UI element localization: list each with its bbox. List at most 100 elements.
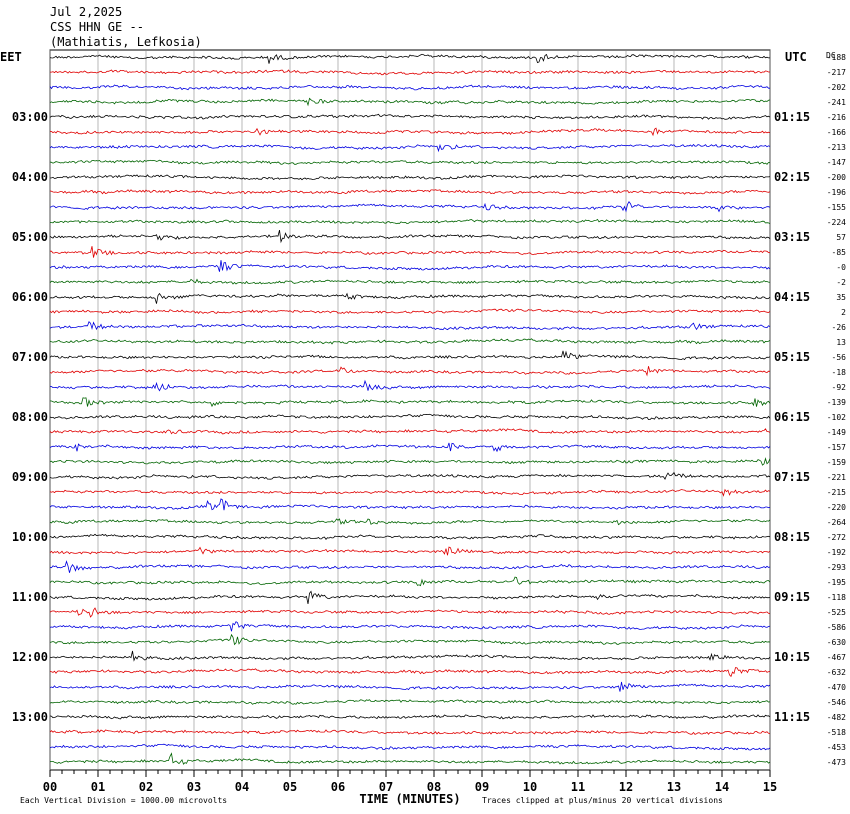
x-axis-label: TIME (MINUTES) [359, 792, 460, 806]
dc-offset: -118 [827, 593, 846, 602]
station: CSS HHN GE -- [50, 20, 144, 34]
left-zone: EET [0, 50, 22, 64]
x-tick-label: 04 [235, 780, 249, 794]
dc-offset: -149 [827, 428, 846, 437]
trace [49, 699, 771, 705]
trace [49, 278, 771, 285]
x-tick-label: 14 [715, 780, 729, 794]
trace [49, 200, 771, 213]
trace [49, 442, 771, 453]
right-time: 10:15 [774, 650, 810, 664]
location: (Mathiatis, Lefkosia) [50, 35, 202, 49]
x-tick-label: 03 [187, 780, 201, 794]
trace [49, 413, 771, 420]
dc-offset: -195 [827, 578, 846, 587]
left-time: 08:00 [12, 410, 48, 424]
trace [49, 379, 771, 392]
dc-offset: -586 [827, 623, 846, 632]
dc-offset: -473 [827, 758, 846, 767]
dc-offset: -147 [827, 158, 846, 167]
trace [49, 650, 771, 662]
left-time: 04:00 [12, 170, 48, 184]
dc-offset: -525 [827, 608, 846, 617]
right-zone: UTC [785, 50, 807, 64]
trace [49, 397, 771, 408]
left-time: 03:00 [12, 110, 48, 124]
right-time: 04:15 [774, 290, 810, 304]
trace [49, 743, 771, 751]
dc-offset: -2 [836, 278, 846, 287]
trace [50, 218, 771, 225]
right-time: 11:15 [774, 710, 810, 724]
dc-offset: -213 [827, 143, 846, 152]
trace [50, 246, 771, 258]
trace [49, 84, 770, 91]
dc-offset: -632 [827, 668, 846, 677]
dc-offset: -155 [827, 203, 846, 212]
trace [49, 320, 771, 331]
dc-offset: -215 [827, 488, 846, 497]
dc-offset: 57 [836, 233, 846, 242]
trace [49, 590, 771, 604]
left-time: 07:00 [12, 350, 48, 364]
trace [49, 533, 771, 540]
trace [49, 457, 771, 466]
dc-offset: -166 [827, 128, 846, 137]
trace [49, 621, 771, 632]
right-time: 06:15 [774, 410, 810, 424]
trace [49, 518, 771, 526]
trace [49, 498, 771, 511]
left-time: 10:00 [12, 530, 48, 544]
x-tick-label: 01 [91, 780, 105, 794]
dc-offset: 2 [841, 308, 846, 317]
dc-offset: -56 [832, 353, 847, 362]
dc-offset: -188 [827, 53, 846, 62]
plot-frame [49, 49, 771, 771]
right-time: 02:15 [774, 170, 810, 184]
dc-offset: -470 [827, 683, 846, 692]
dc-offset: -630 [827, 638, 846, 647]
dc-offset: -546 [827, 698, 846, 707]
dc-offset: -192 [827, 548, 846, 557]
x-tick-label: 07 [379, 780, 393, 794]
x-tick-label: 08 [427, 780, 441, 794]
dc-offset: 13 [836, 338, 846, 347]
dc-offset: -85 [832, 248, 847, 257]
left-time: 12:00 [12, 650, 48, 664]
trace [49, 488, 771, 497]
dc-offset: -518 [827, 728, 846, 737]
dc-offset: -467 [827, 653, 846, 662]
dc-offset: -216 [827, 113, 846, 122]
trace [49, 633, 771, 646]
trace [49, 428, 771, 435]
left-time: 11:00 [12, 590, 48, 604]
dc-offset: -220 [827, 503, 846, 512]
dc-offset: -92 [832, 383, 847, 392]
right-time: 09:15 [774, 590, 810, 604]
left-time: 13:00 [12, 710, 48, 724]
trace [49, 143, 771, 153]
dc-offset: -157 [827, 443, 846, 452]
right-time: 05:15 [774, 350, 810, 364]
x-tick-label: 15 [763, 780, 777, 794]
trace [49, 350, 771, 361]
clip-note: Traces clipped at plus/minus 20 vertical… [482, 796, 723, 805]
dc-offset: -159 [827, 458, 846, 467]
trace [49, 752, 771, 765]
dc-offset: -200 [827, 173, 846, 182]
x-tick-label: 10 [523, 780, 537, 794]
dc-offset: -102 [827, 413, 846, 422]
dc-offset: -272 [827, 533, 846, 542]
dc-offset: -217 [827, 68, 846, 77]
right-time: 08:15 [774, 530, 810, 544]
trace [50, 69, 770, 76]
x-tick-label: 02 [139, 780, 153, 794]
trace [49, 546, 771, 556]
trace [49, 174, 771, 181]
trace [49, 366, 771, 377]
dc-offset: 35 [836, 293, 846, 302]
trace [49, 667, 771, 678]
dc-offset: -221 [827, 473, 846, 482]
